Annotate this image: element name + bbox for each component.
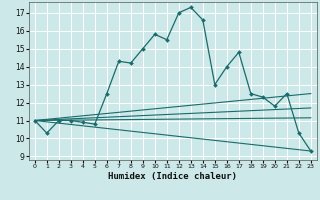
X-axis label: Humidex (Indice chaleur): Humidex (Indice chaleur): [108, 172, 237, 181]
